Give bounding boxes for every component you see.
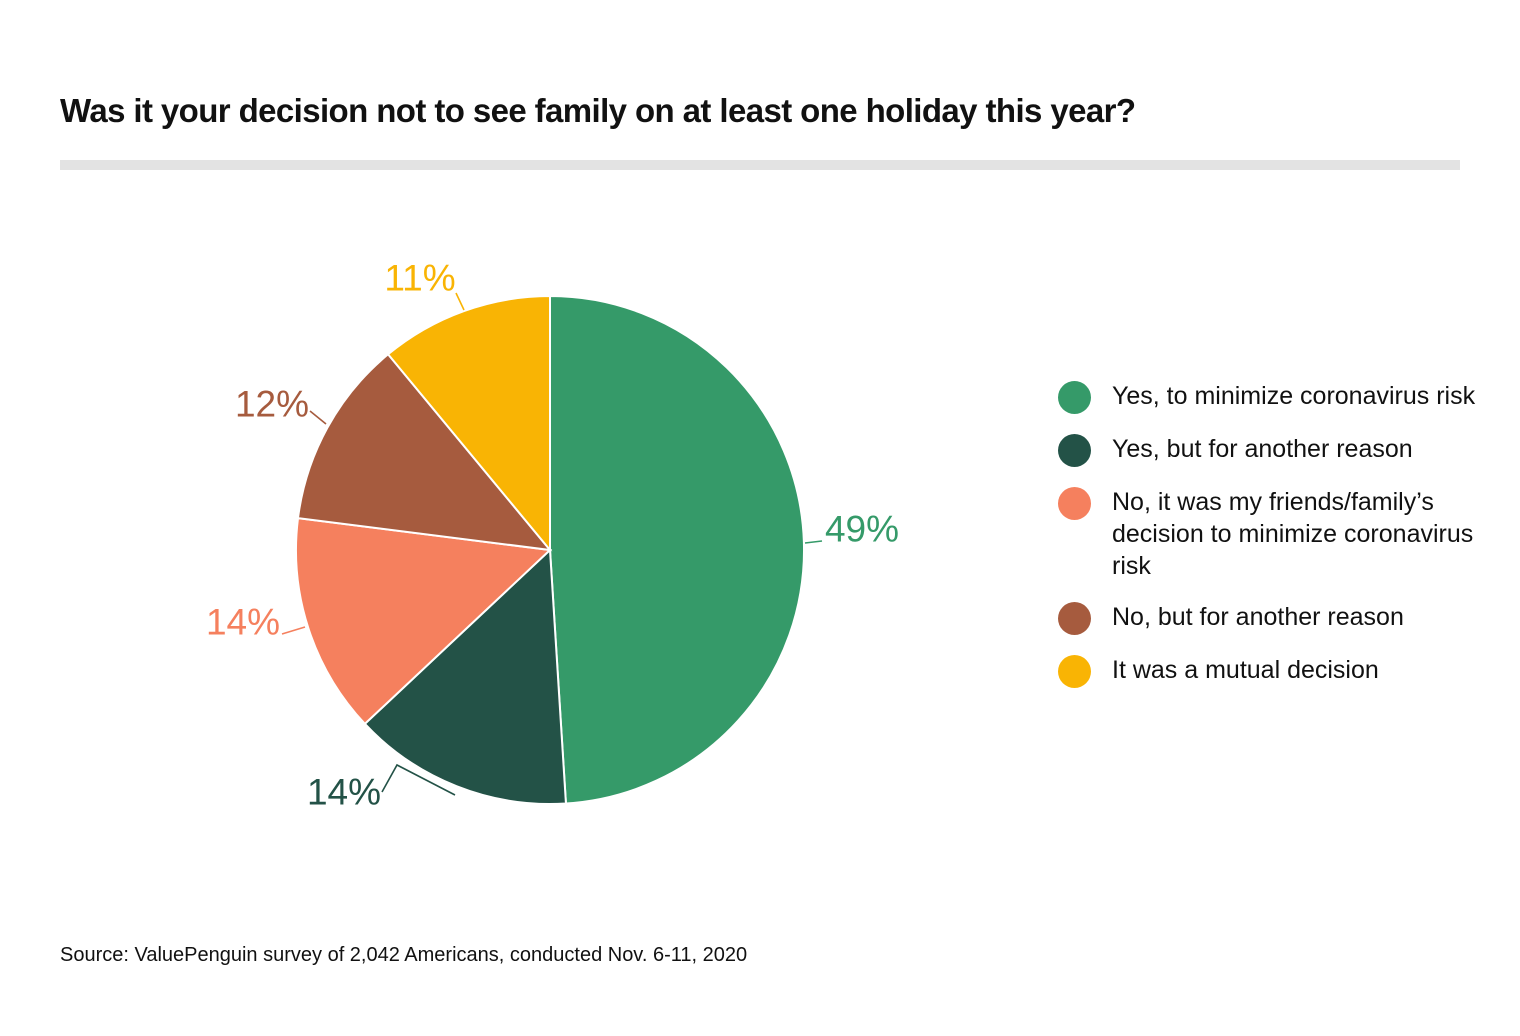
pie-chart: 49% 14% 14% 12% 11% bbox=[206, 258, 899, 813]
value-label: 11% bbox=[384, 258, 455, 299]
legend-label: No, but for another reason bbox=[1112, 603, 1404, 631]
legend-swatch-icon bbox=[1058, 381, 1091, 414]
value-label: 14% bbox=[307, 772, 381, 813]
leader-line bbox=[309, 410, 327, 425]
pie-slice bbox=[386, 294, 551, 553]
leader-line bbox=[455, 292, 465, 311]
leader-line bbox=[804, 540, 823, 544]
legend: Yes, to minimize coronavirus risk Yes, b… bbox=[1058, 380, 1478, 707]
pie-slice bbox=[549, 294, 806, 805]
legend-swatch-icon bbox=[1058, 487, 1091, 520]
legend-item: No, it was my friends/family’s decision … bbox=[1058, 486, 1478, 582]
source-note: Source: ValuePenguin survey of 2,042 Ame… bbox=[60, 944, 748, 966]
leader-line bbox=[281, 626, 306, 635]
value-label: 12% bbox=[235, 384, 309, 425]
legend-item: It was a mutual decision bbox=[1058, 654, 1478, 688]
chart-title: Was it your decision not to see family o… bbox=[60, 92, 1136, 129]
title-divider bbox=[60, 160, 1460, 170]
legend-label: No, it was my friends/family’s decision … bbox=[1112, 488, 1474, 580]
legend-item: Yes, to minimize coronavirus risk bbox=[1058, 380, 1478, 414]
legend-label: Yes, to minimize coronavirus risk bbox=[1112, 382, 1476, 410]
legend-swatch-icon bbox=[1058, 602, 1091, 635]
legend-item: No, but for another reason bbox=[1058, 601, 1478, 635]
pie-slice bbox=[363, 547, 568, 805]
value-label: 49% bbox=[825, 509, 899, 550]
leader-line bbox=[381, 763, 456, 796]
legend-item: Yes, but for another reason bbox=[1058, 433, 1478, 467]
value-label: 14% bbox=[206, 602, 280, 643]
legend-label: It was a mutual decision bbox=[1112, 656, 1379, 684]
pie-slice bbox=[295, 517, 553, 726]
pie-slice bbox=[296, 352, 553, 552]
legend-swatch-icon bbox=[1058, 655, 1091, 688]
legend-swatch-icon bbox=[1058, 434, 1091, 467]
legend-label: Yes, but for another reason bbox=[1112, 435, 1413, 463]
